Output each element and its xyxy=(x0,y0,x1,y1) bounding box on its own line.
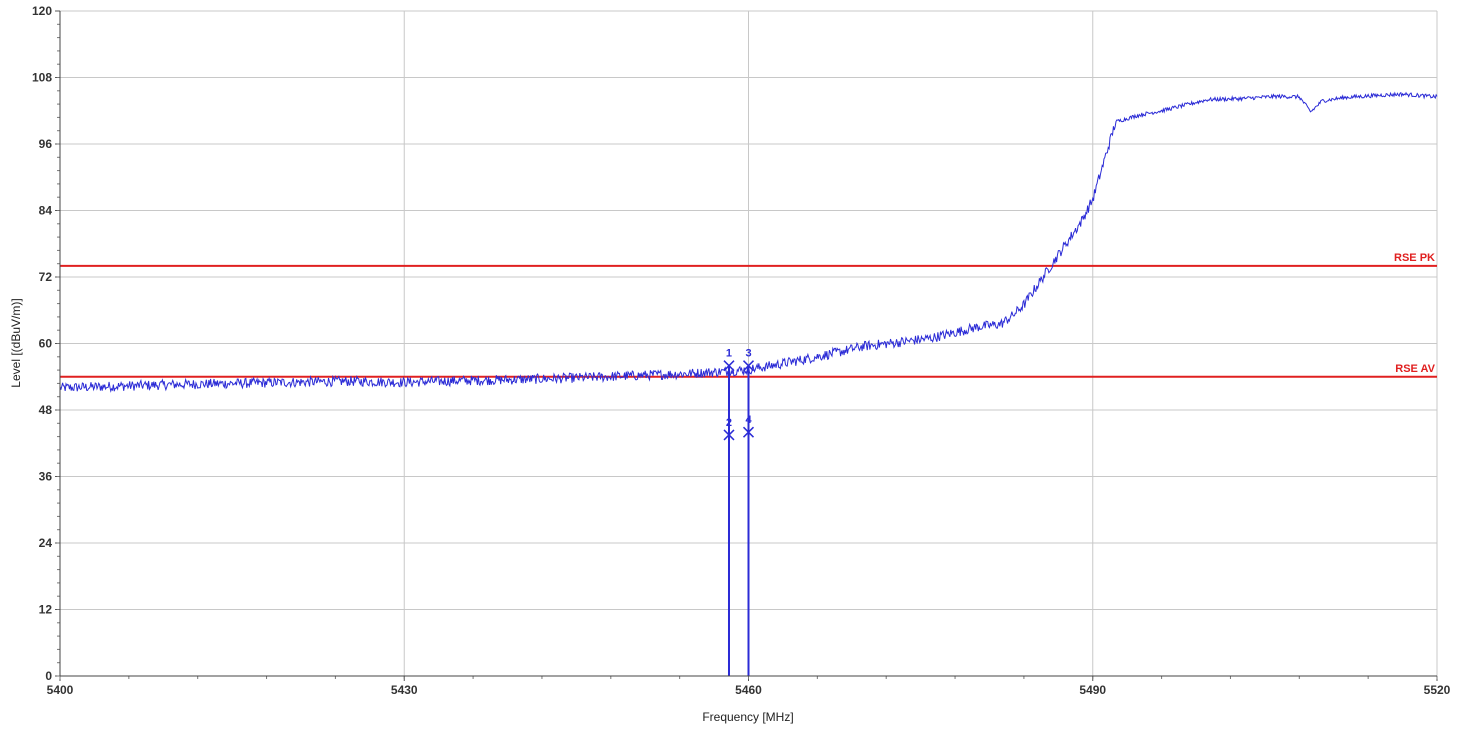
x-tick-label: 5430 xyxy=(391,683,418,697)
marker-label: 2 xyxy=(726,417,732,429)
x-tick-label: 5490 xyxy=(1079,683,1106,697)
y-tick-label: 84 xyxy=(39,204,53,218)
y-tick-label: 96 xyxy=(39,137,53,151)
marker-label: 1 xyxy=(726,348,732,360)
y-tick-label: 108 xyxy=(32,71,52,85)
marker-symbol xyxy=(723,429,735,441)
y-tick-label: 12 xyxy=(39,603,53,617)
x-tick-label: 5460 xyxy=(735,683,762,697)
markers-group: 1 2 3 4 xyxy=(723,348,755,676)
y-tick-label: 120 xyxy=(32,4,52,18)
y-tick-label: 72 xyxy=(39,270,53,284)
limit-label: RSE AV xyxy=(1395,363,1435,375)
y-tick-label: 60 xyxy=(39,337,53,351)
y-tick-label: 36 xyxy=(39,470,53,484)
marker-symbol xyxy=(742,426,755,438)
limit-lines: RSE PK RSE AV xyxy=(60,252,1437,378)
y-axis-title: Level [(dBuV/m)] xyxy=(9,298,23,387)
marker-label: 4 xyxy=(745,414,752,426)
x-tick-label: 5400 xyxy=(47,683,74,697)
limit-label: RSE PK xyxy=(1394,252,1435,264)
y-tick-label: 24 xyxy=(39,536,53,550)
marker-label: 3 xyxy=(745,348,751,360)
y-tick-label: 0 xyxy=(45,669,52,683)
marker-symbol xyxy=(723,360,735,372)
x-tick-label: 5520 xyxy=(1424,683,1451,697)
marker-symbol xyxy=(742,360,755,372)
y-tick-label: 48 xyxy=(39,403,53,417)
x-axis-title: Frequency [MHz] xyxy=(702,710,793,724)
